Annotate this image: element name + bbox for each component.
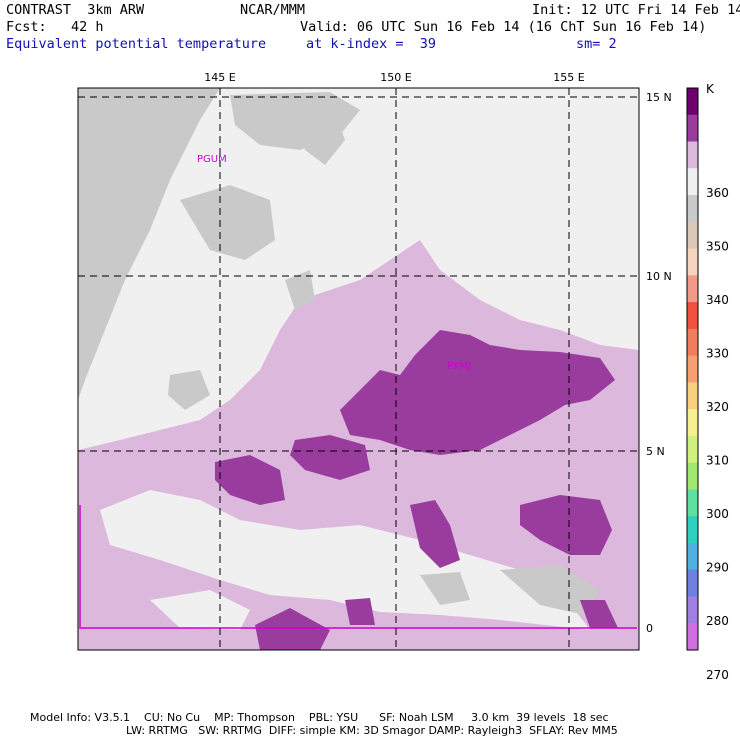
center-name: NCAR/MMM xyxy=(240,2,306,18)
lon-label-155: 155 E xyxy=(553,71,584,84)
field-dark-purple-region xyxy=(520,495,612,555)
lat-label-10: 10 N xyxy=(646,270,672,283)
colorbar-swatch xyxy=(687,114,698,143)
colorbar-label: 360 xyxy=(706,186,729,200)
lat-label-0: 0 xyxy=(646,622,653,635)
colorbar-label: 320 xyxy=(706,400,729,414)
field-white-region xyxy=(150,590,250,630)
colorbar-swatch xyxy=(687,542,698,571)
map-gridlines xyxy=(78,88,639,650)
field-name: Equivalent potential temperature xyxy=(6,36,267,52)
field-dark-purple-region xyxy=(290,435,370,480)
colorbar-swatch xyxy=(687,88,698,116)
map-frame xyxy=(77,87,640,651)
colorbar-swatch xyxy=(687,409,698,437)
forecast-hour: Fcst: 42 h xyxy=(6,19,104,35)
colorbar-swatch xyxy=(687,623,698,651)
colorbar-unit: K xyxy=(706,82,715,96)
colorbar-label: 270 xyxy=(706,668,729,682)
colorbar-frame xyxy=(686,87,699,651)
colorbar-swatch xyxy=(687,195,698,223)
field-gray-region xyxy=(300,100,345,165)
map-field xyxy=(78,88,639,650)
domain-outline xyxy=(79,505,637,629)
colorbar-swatch xyxy=(687,328,698,357)
colorbar-swatch xyxy=(687,248,698,276)
colorbar-swatch xyxy=(687,435,698,464)
colorbar-label: 300 xyxy=(706,507,729,521)
colorbar-swatch xyxy=(687,302,698,330)
field-dark-purple-region xyxy=(345,598,375,625)
lat-label-5: 5 N xyxy=(646,445,665,458)
colorbar-label: 340 xyxy=(706,293,729,307)
colorbar-label: 280 xyxy=(706,614,729,628)
level-label: at k-index = 39 xyxy=(306,36,437,52)
field-dark-purple-region xyxy=(215,455,285,505)
colorbar-swatch xyxy=(687,141,698,169)
smoothing-label: sm= 2 xyxy=(576,36,617,52)
field-dark-purple-region xyxy=(410,500,460,568)
colorbar-swatch xyxy=(687,462,698,490)
colorbar-label: 310 xyxy=(706,454,729,468)
lat-label-15: 15 N xyxy=(646,91,672,104)
field-gray-region xyxy=(285,270,315,310)
field-dark-purple-region xyxy=(340,330,615,455)
field-white-region xyxy=(78,88,639,450)
colorbar-swatch xyxy=(687,221,698,250)
valid-time: Valid: 06 UTC Sun 16 Feb 14 (16 ChT Sun … xyxy=(300,19,707,35)
footer-model-info: Model Info: V3.5.1 CU: No Cu MP: Thompso… xyxy=(30,711,609,724)
colorbar-swatch xyxy=(687,275,698,303)
footer-physics-info: LW: RRTMG SW: RRTMG DIFF: simple KM: 3D … xyxy=(126,724,618,737)
colorbar-swatch xyxy=(687,382,698,410)
colorbar-swatch xyxy=(687,489,698,517)
station-label-pgum: PGUM xyxy=(197,154,227,165)
colorbar xyxy=(686,87,699,651)
colorbar-label: 290 xyxy=(706,561,729,575)
lon-label-145: 145 E xyxy=(204,71,235,84)
colorbar-labels: 360 350 340 330 320 310 300 290 280 270 xyxy=(706,186,729,682)
field-gray-region xyxy=(180,185,275,260)
model-title: CONTRAST 3km ARW xyxy=(6,2,145,18)
station-label-pkmj: PKMJ xyxy=(447,361,471,372)
field-gray-region xyxy=(420,572,470,605)
init-time: Init: 12 UTC Fri 14 Feb 14 xyxy=(532,2,740,18)
field-dark-purple-region xyxy=(255,608,330,650)
colorbar-label: 350 xyxy=(706,240,729,254)
field-dark-purple-region xyxy=(580,600,618,628)
field-gray-region xyxy=(168,370,210,410)
field-gray-region xyxy=(78,88,220,400)
field-gray-region xyxy=(500,565,600,615)
lon-label-150: 150 E xyxy=(380,71,411,84)
colorbar-label: 330 xyxy=(706,347,729,361)
colorbar-swatch xyxy=(687,355,698,383)
colorbar-swatch xyxy=(687,596,698,624)
colorbar-swatch xyxy=(687,569,698,597)
colorbar-swatch xyxy=(687,168,698,196)
colorbar-swatch xyxy=(687,516,698,544)
